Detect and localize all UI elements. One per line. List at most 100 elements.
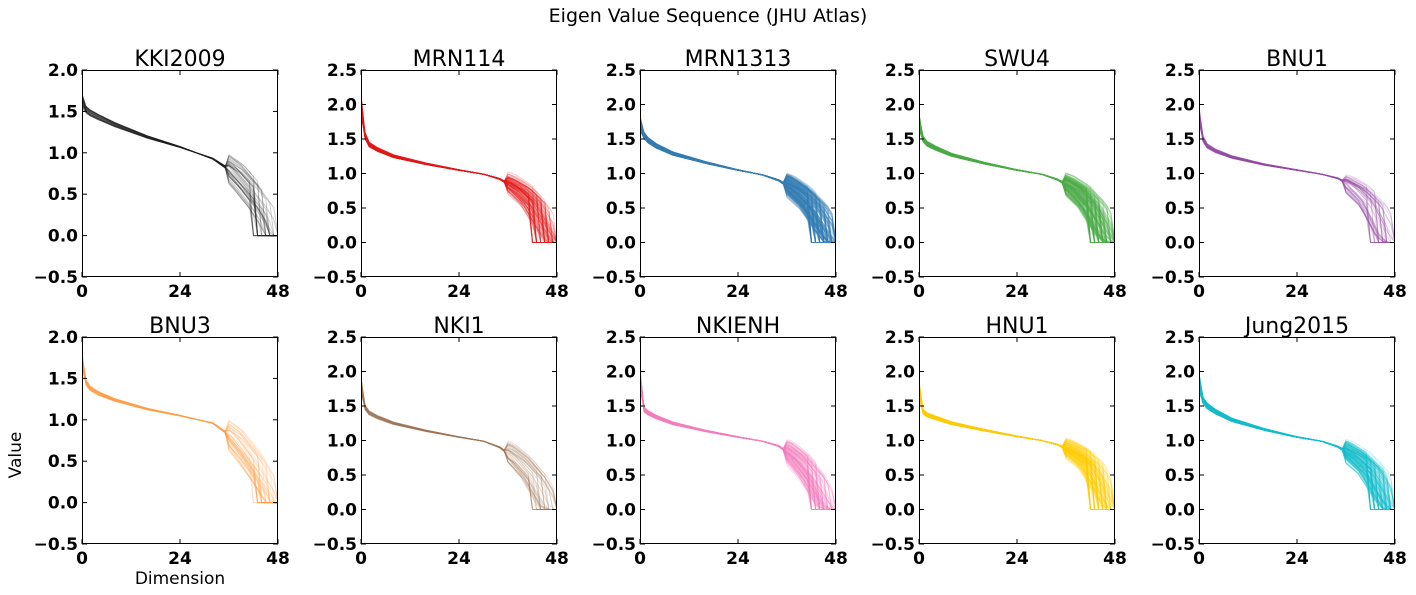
- series-line: [82, 355, 278, 504]
- x-tick-label: 48: [1383, 549, 1407, 569]
- series-line: [919, 129, 1115, 243]
- series-line: [1199, 379, 1395, 510]
- series-line: [361, 114, 557, 243]
- series-line: [361, 113, 557, 243]
- series-line: [361, 102, 557, 243]
- y-tick-label: 1.5: [606, 397, 636, 417]
- series-line: [640, 125, 836, 243]
- series-line: [919, 381, 1115, 510]
- y-tick-label: −0.5: [1151, 268, 1195, 288]
- series-line: [1199, 387, 1395, 510]
- series-line: [919, 127, 1115, 243]
- series-line: [1199, 118, 1395, 243]
- series-line: [640, 121, 836, 243]
- series-line: [919, 125, 1115, 243]
- series-lines: [361, 377, 557, 510]
- y-tick-label: 1.5: [1165, 130, 1195, 150]
- series-line: [919, 113, 1115, 243]
- series-line: [640, 125, 836, 243]
- series-line: [919, 124, 1115, 243]
- series-line: [640, 127, 836, 243]
- series-line: [1199, 378, 1395, 510]
- series-line: [919, 115, 1115, 243]
- series-line: [919, 121, 1115, 243]
- series-line: [640, 120, 836, 243]
- series-line: [919, 119, 1115, 243]
- series-line: [919, 395, 1115, 510]
- series-line: [640, 117, 836, 243]
- y-tick-label: 1.0: [327, 165, 357, 185]
- series-line: [919, 386, 1115, 510]
- series-line: [82, 361, 278, 504]
- series-line: [1199, 380, 1395, 510]
- series-line: [919, 127, 1115, 243]
- series-line: [640, 116, 836, 243]
- series-line: [361, 379, 557, 510]
- series-line: [1199, 119, 1395, 243]
- series-line: [1199, 378, 1395, 510]
- series-line: [919, 116, 1115, 243]
- series-line: [640, 374, 836, 510]
- series-line: [640, 127, 836, 243]
- series-line: [1199, 382, 1395, 510]
- series-line: [640, 122, 836, 243]
- series-line: [640, 119, 836, 243]
- series-line: [1199, 384, 1395, 510]
- series-line: [361, 384, 557, 510]
- series-line: [919, 395, 1115, 510]
- series-line: [640, 375, 836, 510]
- series-line: [919, 128, 1115, 243]
- series-line: [640, 122, 836, 243]
- series-line: [919, 126, 1115, 243]
- series-line: [919, 390, 1115, 510]
- series-line: [361, 393, 557, 510]
- series-line: [1199, 388, 1395, 510]
- series-line: [640, 120, 836, 243]
- series-line: [1199, 385, 1395, 510]
- x-axis-label: Dimension: [135, 569, 225, 589]
- series-line: [919, 121, 1115, 243]
- series-line: [1199, 389, 1395, 510]
- series-line: [1199, 383, 1395, 510]
- series-line: [919, 390, 1115, 510]
- series-line: [82, 100, 278, 237]
- series-line: [361, 104, 557, 243]
- series-line: [640, 120, 836, 243]
- series-line: [919, 114, 1115, 243]
- series-line: [361, 384, 557, 510]
- series-line: [640, 127, 836, 243]
- series-line: [640, 117, 836, 243]
- series-line: [640, 125, 836, 243]
- series-line: [1199, 388, 1395, 510]
- series-line: [1199, 117, 1395, 243]
- y-tick-label: 1.5: [1165, 397, 1195, 417]
- series-line: [919, 384, 1115, 510]
- y-tick-label: −0.5: [313, 268, 357, 288]
- series-line: [640, 118, 836, 243]
- series-line: [640, 128, 836, 243]
- series-line: [640, 121, 836, 243]
- series-line: [1199, 377, 1395, 510]
- series-line: [640, 381, 836, 510]
- series-line: [640, 129, 836, 243]
- series-line: [1199, 378, 1395, 510]
- series-line: [1199, 113, 1395, 243]
- series-line: [640, 124, 836, 243]
- series-line: [919, 120, 1115, 243]
- series-line: [640, 122, 836, 243]
- series-line: [640, 123, 836, 243]
- series-line: [640, 119, 836, 243]
- series-line: [82, 353, 278, 504]
- series-line: [82, 368, 278, 503]
- series-line: [82, 98, 278, 237]
- series-line: [361, 386, 557, 510]
- series-line: [1199, 122, 1395, 243]
- series-line: [82, 364, 278, 504]
- series-line: [640, 122, 836, 243]
- series-line: [361, 108, 557, 243]
- series-line: [640, 116, 836, 243]
- series-line: [640, 386, 836, 510]
- series-line: [1199, 113, 1395, 243]
- series-line: [1199, 375, 1395, 510]
- series-line: [640, 376, 836, 510]
